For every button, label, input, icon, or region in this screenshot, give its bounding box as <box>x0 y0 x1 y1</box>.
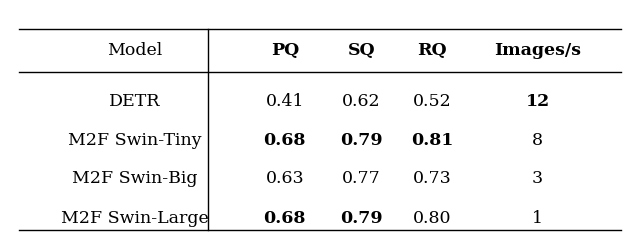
Text: Model: Model <box>107 42 162 59</box>
Text: M2F Swin-Big: M2F Swin-Big <box>72 170 197 187</box>
Text: 0.77: 0.77 <box>342 170 381 187</box>
Text: 0.80: 0.80 <box>413 210 451 227</box>
Text: M2F Swin-Large: M2F Swin-Large <box>61 210 208 227</box>
Text: 0.68: 0.68 <box>264 210 306 227</box>
Text: 0.79: 0.79 <box>340 210 383 227</box>
Text: 0.79: 0.79 <box>340 132 383 149</box>
Text: 0.52: 0.52 <box>413 94 451 110</box>
Text: 0.81: 0.81 <box>411 132 453 149</box>
Text: 8: 8 <box>532 132 543 149</box>
Text: 0.41: 0.41 <box>266 94 304 110</box>
Text: 0.62: 0.62 <box>342 94 381 110</box>
Text: 0.68: 0.68 <box>264 132 306 149</box>
Text: 0.73: 0.73 <box>413 170 451 187</box>
Text: SQ: SQ <box>348 42 376 59</box>
Text: PQ: PQ <box>271 42 299 59</box>
Text: 3: 3 <box>532 170 543 187</box>
Text: RQ: RQ <box>417 42 447 59</box>
Text: 12: 12 <box>525 94 550 110</box>
Text: 0.63: 0.63 <box>266 170 304 187</box>
Text: Images/s: Images/s <box>494 42 581 59</box>
Text: M2F Swin-Tiny: M2F Swin-Tiny <box>68 132 201 149</box>
Text: 1: 1 <box>532 210 543 227</box>
Text: DETR: DETR <box>109 94 160 110</box>
